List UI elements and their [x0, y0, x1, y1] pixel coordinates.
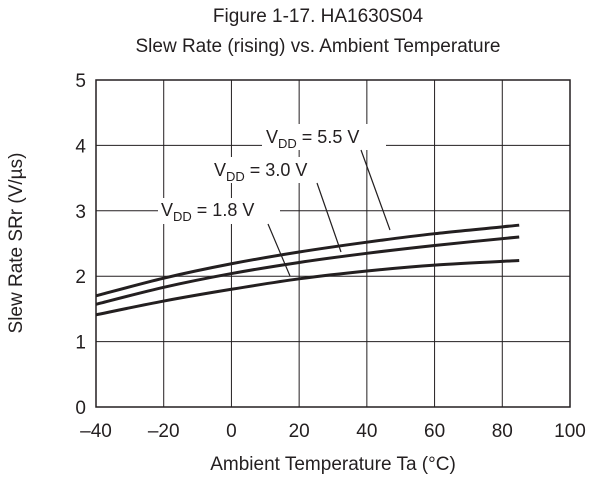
x-tick-label: 0: [226, 421, 237, 442]
x-tick-labels: –40 –20 0 20 40 60 80 100: [80, 421, 586, 442]
x-axis-label: Ambient Temperature Ta (°C): [210, 454, 456, 475]
x-tick-label: 60: [424, 421, 445, 442]
x-tick-label: –40: [80, 421, 112, 442]
y-tick-label: 0: [75, 398, 86, 419]
plot-frame: [95, 79, 571, 408]
annotation-5v5-label: VDD = 5.5 V: [266, 127, 359, 151]
annotation-5v5-background: [262, 124, 386, 150]
annotation-3v0-background: [210, 157, 332, 183]
series-line-0: [95, 223, 520, 298]
y-tick-label: 1: [75, 333, 86, 354]
x-tick-label: 100: [554, 421, 586, 442]
series-line-2: [95, 259, 520, 317]
y-tick-label: 3: [75, 202, 86, 223]
y-tick-label: 4: [75, 136, 86, 157]
y-tick-label: 5: [75, 71, 86, 92]
x-tick-label: 20: [289, 421, 310, 442]
annotation-3v0-label: VDD = 3.0 V: [214, 160, 307, 184]
annotation-1v8-leader: [267, 223, 291, 277]
x-tick-label: 40: [356, 421, 377, 442]
x-tick-label: –20: [148, 421, 180, 442]
chart-title-line2: Slew Rate (rising) vs. Ambient Temperatu…: [135, 36, 500, 57]
y-tick-label: 2: [75, 267, 86, 288]
annotation-1v8-label: VDD = 1.8 V: [161, 200, 254, 224]
annotation-1v8-background: [158, 198, 280, 224]
y-tick-labels: 0 1 2 3 4 5: [75, 71, 86, 419]
series-line-1: [95, 235, 520, 306]
x-tick-label: 80: [492, 421, 513, 442]
series-lines: [95, 223, 520, 317]
annotation-5v5-leader: [360, 149, 391, 231]
series-annotations: VDD = 5.5 V VDD = 3.0 V VDD = 1.8 V: [158, 124, 391, 277]
chart-title-line1: Figure 1-17. HA1630S04: [213, 6, 424, 27]
y-axis-label: Slew Rate SRr (V/µs): [6, 153, 27, 334]
annotation-3v0-leader: [316, 182, 342, 253]
